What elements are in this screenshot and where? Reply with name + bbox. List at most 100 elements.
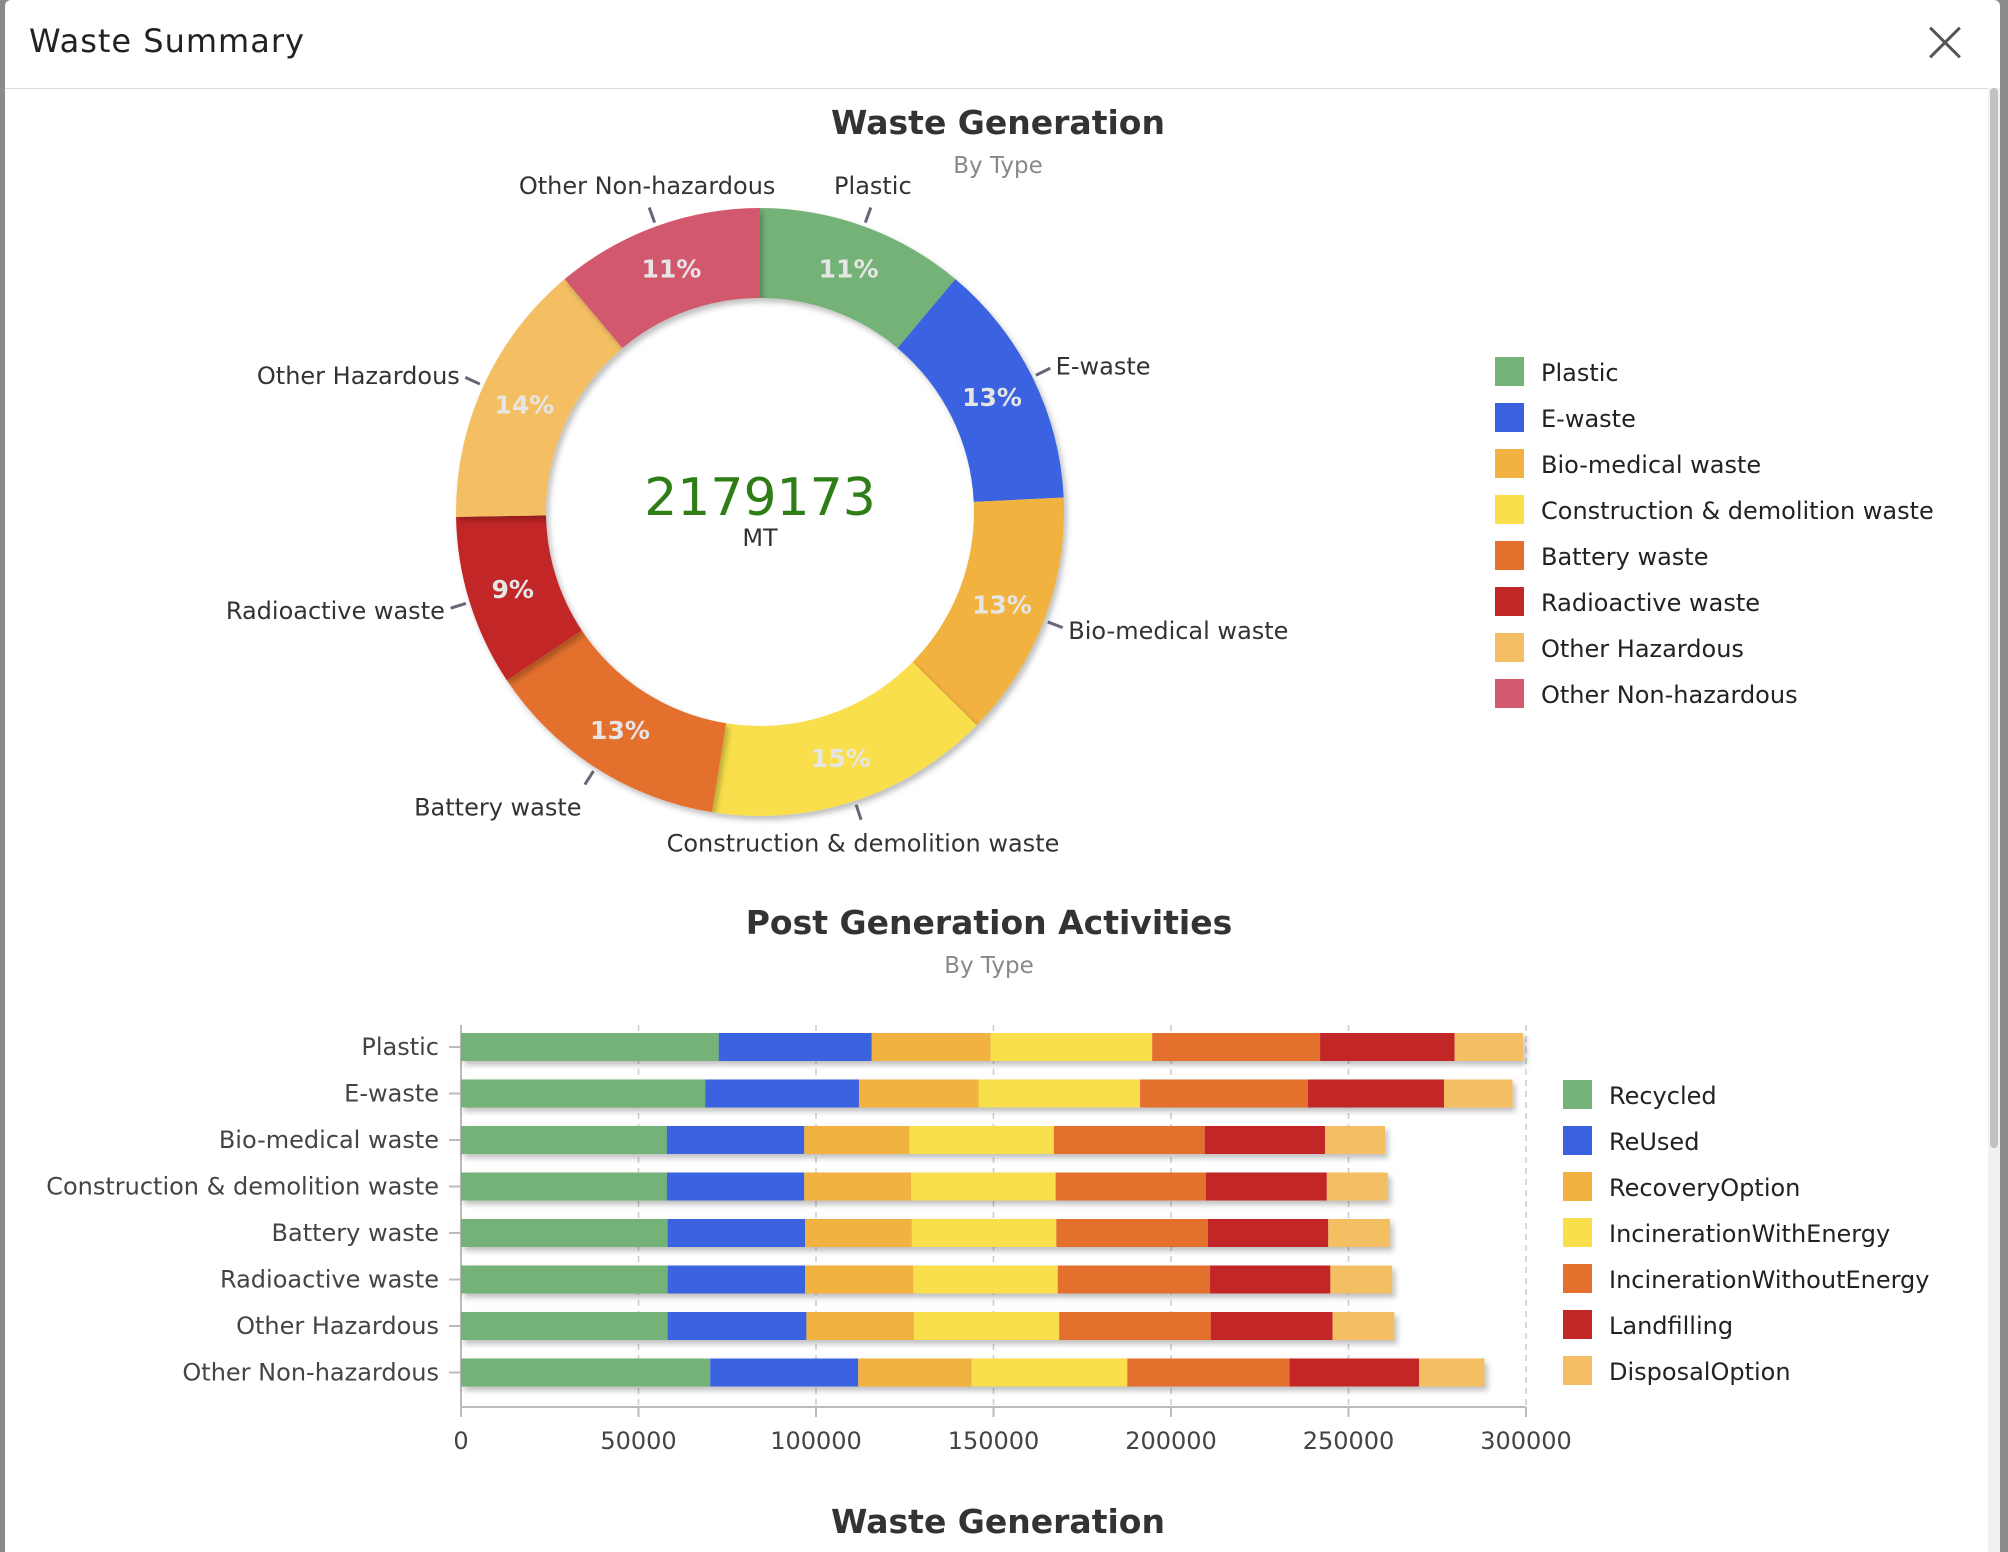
donut-slice[interactable]: [456, 515, 582, 681]
legend-swatch: [1495, 633, 1524, 662]
bar-segment[interactable]: [666, 1172, 805, 1201]
bar-segment[interactable]: [461, 1033, 719, 1061]
bar-segment[interactable]: [667, 1312, 807, 1340]
bar-segment[interactable]: [461, 1312, 668, 1340]
bar-segment[interactable]: [909, 1126, 1054, 1154]
bar-segment[interactable]: [1443, 1079, 1513, 1108]
bar-row: [461, 1219, 1391, 1247]
legend-label: Landfilling: [1609, 1312, 1733, 1340]
donut-slice[interactable]: [506, 630, 727, 813]
bar-segment[interactable]: [1328, 1219, 1391, 1247]
donut-slice[interactable]: [760, 208, 956, 349]
legend-item[interactable]: Plastic: [1495, 357, 1619, 387]
legend-swatch: [1563, 1126, 1592, 1155]
legend-item[interactable]: Landfilling: [1563, 1310, 1733, 1340]
bar-segment[interactable]: [666, 1126, 805, 1154]
bar-segment[interactable]: [913, 1312, 1060, 1340]
bar-segment[interactable]: [1454, 1033, 1524, 1061]
legend-label: Other Non-hazardous: [1541, 681, 1798, 709]
donut-data-label: 9%: [491, 575, 533, 604]
bar-segment[interactable]: [1055, 1172, 1206, 1201]
bar-segment[interactable]: [804, 1126, 910, 1154]
legend-item[interactable]: Battery waste: [1495, 541, 1708, 571]
bar-segment[interactable]: [461, 1126, 667, 1154]
bar-segment[interactable]: [1207, 1219, 1329, 1247]
y-tick-label: E-waste: [344, 1080, 439, 1108]
bar-segment[interactable]: [1140, 1079, 1309, 1108]
legend-swatch: [1563, 1264, 1592, 1293]
legend-item[interactable]: ReUsed: [1563, 1126, 1699, 1156]
bar-segment[interactable]: [971, 1358, 1128, 1387]
bar-segment[interactable]: [1204, 1126, 1326, 1154]
bar-segment[interactable]: [667, 1219, 805, 1247]
bar-segment[interactable]: [1059, 1312, 1211, 1340]
bar-segment[interactable]: [1289, 1358, 1420, 1387]
bar-segment[interactable]: [804, 1265, 914, 1294]
bar-segment[interactable]: [911, 1172, 1056, 1201]
donut-slice[interactable]: [897, 279, 1064, 502]
leader-line: [854, 804, 863, 821]
legend-item[interactable]: Radioactive waste: [1495, 587, 1760, 617]
bar-segment[interactable]: [804, 1172, 912, 1201]
bar-segment[interactable]: [1308, 1079, 1444, 1108]
donut-category-label: Bio-medical waste: [1068, 617, 1288, 645]
donut-data-label: 13%: [972, 590, 1032, 619]
bar-segment[interactable]: [710, 1358, 859, 1387]
donut-slice[interactable]: [455, 279, 623, 517]
scrollbar-thumb[interactable]: [1990, 88, 1998, 1148]
bar-segment[interactable]: [978, 1079, 1141, 1108]
bar-segment[interactable]: [1326, 1172, 1388, 1201]
modal-title: Waste Summary: [29, 22, 305, 60]
bar-segment[interactable]: [911, 1219, 1057, 1247]
bar-segment[interactable]: [667, 1265, 805, 1294]
bar-row: [461, 1312, 1395, 1340]
bar-segment[interactable]: [1057, 1265, 1211, 1294]
bar-segment[interactable]: [1056, 1219, 1208, 1247]
bar-segment[interactable]: [718, 1033, 872, 1061]
bar-segment[interactable]: [1210, 1265, 1331, 1294]
bar-segment[interactable]: [858, 1079, 979, 1108]
donut-slice[interactable]: [564, 208, 760, 349]
legend-item[interactable]: IncinerationWithEnergy: [1563, 1218, 1890, 1248]
donut-category-label: Other Hazardous: [257, 362, 460, 390]
bar-segment[interactable]: [1210, 1312, 1333, 1340]
bar-segment[interactable]: [806, 1312, 914, 1340]
bar-segment[interactable]: [1330, 1265, 1393, 1294]
legend-item[interactable]: RecoveryOption: [1563, 1172, 1800, 1202]
bar-segment[interactable]: [913, 1265, 1058, 1294]
legend-item[interactable]: Bio-medical waste: [1495, 449, 1761, 479]
bar-segment[interactable]: [461, 1079, 706, 1108]
bar-segment[interactable]: [990, 1033, 1153, 1061]
legend-item[interactable]: E-waste: [1495, 403, 1636, 433]
donut-slice[interactable]: [711, 662, 977, 816]
x-tick-label: 0: [453, 1427, 468, 1455]
bar-segment[interactable]: [705, 1079, 859, 1108]
modal-header: Waste Summary: [5, 0, 2000, 89]
bar-segment[interactable]: [871, 1033, 991, 1061]
bar-segment[interactable]: [461, 1219, 668, 1247]
legend-item[interactable]: DisposalOption: [1563, 1356, 1791, 1386]
bar-segment[interactable]: [1320, 1033, 1455, 1061]
bar-segment[interactable]: [1127, 1358, 1290, 1387]
bar-segment[interactable]: [858, 1358, 972, 1387]
bar-segment[interactable]: [1419, 1358, 1485, 1387]
bar-segment[interactable]: [461, 1265, 668, 1294]
legend-item[interactable]: IncinerationWithoutEnergy: [1563, 1264, 1930, 1294]
bar-segment[interactable]: [1332, 1312, 1395, 1340]
bar-segment[interactable]: [804, 1219, 912, 1247]
legend-item[interactable]: Other Non-hazardous: [1495, 679, 1798, 709]
bar-segment[interactable]: [1053, 1126, 1205, 1154]
bar-segment[interactable]: [1152, 1033, 1321, 1061]
bar-segment[interactable]: [1205, 1172, 1327, 1201]
scrollbar[interactable]: [1988, 88, 2000, 1552]
legend-item[interactable]: Recycled: [1563, 1080, 1717, 1110]
bar-segment[interactable]: [461, 1172, 667, 1201]
donut-data-label: 11%: [641, 255, 701, 284]
donut-slice[interactable]: [912, 497, 1064, 726]
bar-segment[interactable]: [461, 1358, 711, 1387]
bar-segment[interactable]: [1325, 1126, 1386, 1154]
legend-swatch: [1495, 587, 1524, 616]
legend-item[interactable]: Other Hazardous: [1495, 633, 1744, 663]
waste-summary-modal: Waste Summary Waste Generation By Type 1…: [5, 0, 2000, 1552]
legend-item[interactable]: Construction & demolition waste: [1495, 495, 1934, 525]
